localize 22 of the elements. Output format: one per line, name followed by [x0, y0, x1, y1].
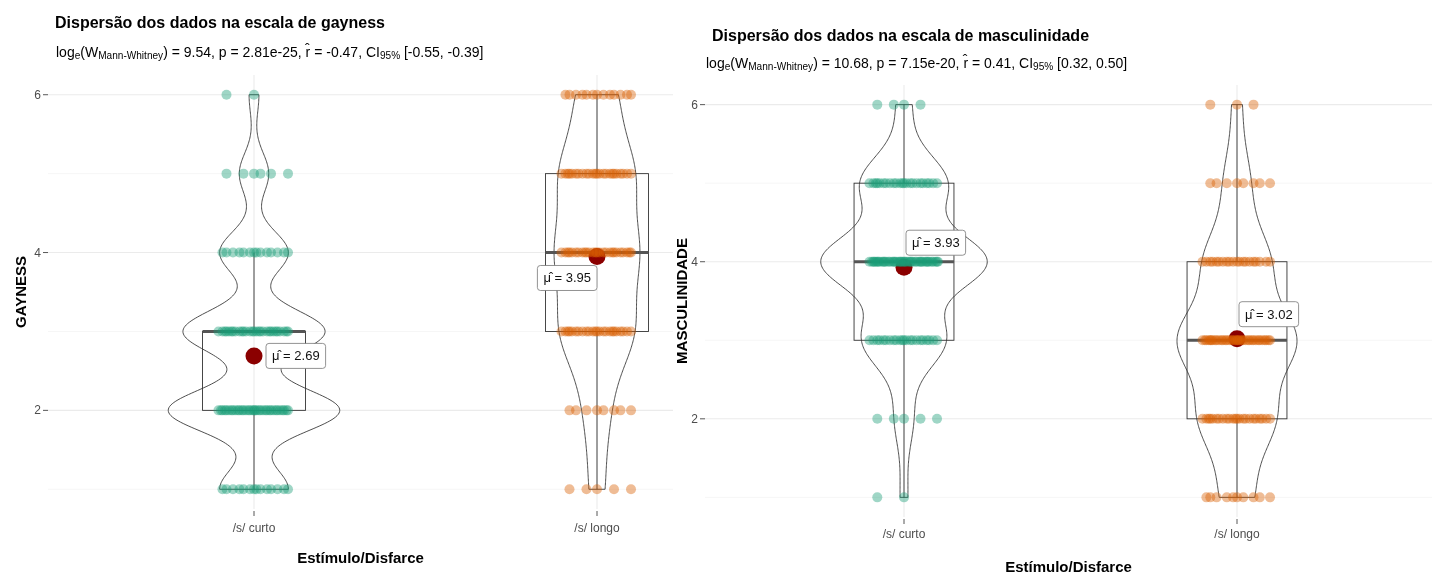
chart-subtitle: log$_{e}$(W$_{Mann-Whitney}$) = 9.54, p = 2.81e-25, r̂ = -0.47, CI$_{95%}$ [-0.55, -0.39]	[56, 43, 484, 62]
chart-title: Dispersão dos dados na escala de gayness	[55, 14, 386, 31]
x-axis-title: Estímulo/Disfarce	[1005, 558, 1132, 574]
x-tick-label: /s/ curto	[232, 521, 276, 535]
y-axis-title: GAYNESS	[11, 256, 29, 328]
annotation: μ̂ = 3.93	[912, 235, 960, 251]
x-tick-label: /s/ curto	[882, 527, 926, 541]
chart-subtitle: log$_{e}$(W$_{Mann-Whitney}$) = 10.68, p = 7.15e-20, r̂ = 0.41, CI$_{95%}$ [0.32, 0.50]	[706, 54, 1128, 73]
x-tick-label: /s/ longo	[1214, 527, 1260, 541]
x-tick-label: /s/ longo	[574, 521, 620, 535]
annotation: μ̂ = 3.02	[1245, 306, 1293, 322]
y-tick-label: 4	[34, 245, 42, 260]
y-tick-label: 4	[691, 254, 699, 269]
x-axis-title: Estímulo/Disfarce	[297, 549, 424, 566]
chart-title: Dispersão dos dados na escala de masculinidade	[712, 27, 1090, 44]
annotation: μ̂ = 3.95	[543, 270, 591, 286]
y-tick-label: 2	[691, 411, 699, 426]
y-axis-title: MASCULINIDADE	[672, 238, 690, 364]
y-tick-label: 2	[34, 403, 42, 418]
annotation: μ̂ = 2.69	[272, 348, 320, 364]
y-tick-label: 6	[691, 97, 699, 112]
y-tick-label: 6	[34, 87, 42, 102]
